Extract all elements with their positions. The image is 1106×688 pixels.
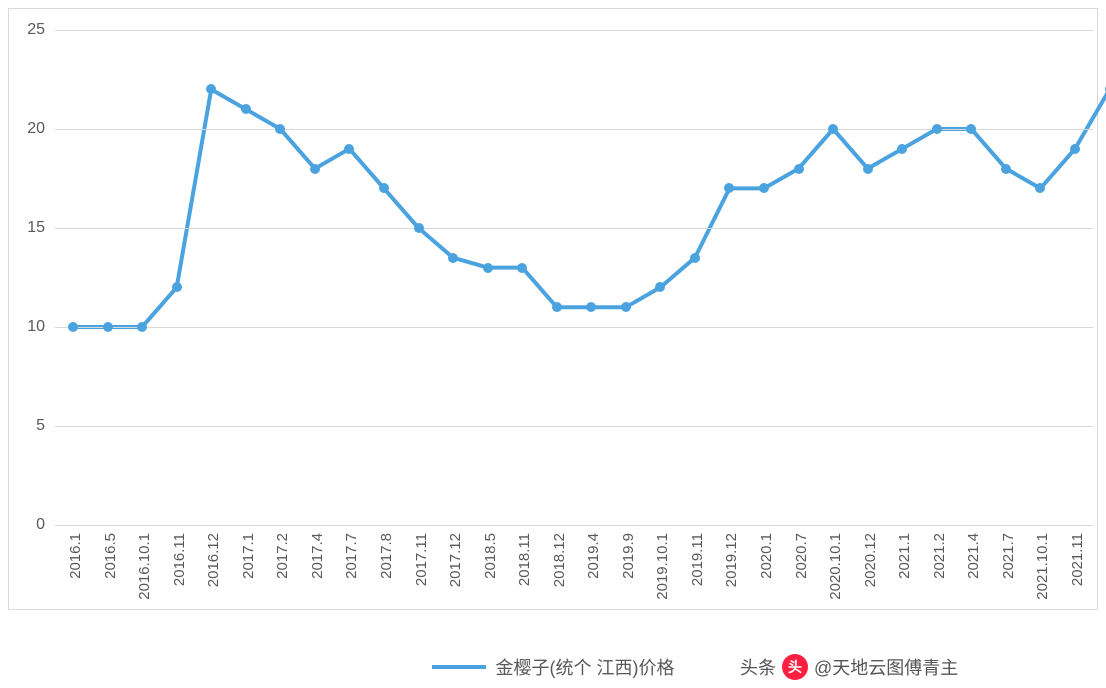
- x-tick-label: 2017.8: [378, 533, 395, 579]
- x-tick-label: 2019.12: [723, 533, 740, 587]
- data-marker: [586, 302, 596, 312]
- data-marker: [448, 253, 458, 263]
- data-marker: [241, 104, 251, 114]
- gridline: [55, 426, 1093, 427]
- x-tick-label: 2017.11: [413, 533, 430, 586]
- chart-container: 0 5 10 15 20 25 2016.1 2016.5 2016.10.1 2016.11 20…: [0, 0, 1106, 688]
- x-tick-label: 2017.1: [240, 533, 257, 579]
- data-marker: [966, 124, 976, 134]
- gridline: [55, 30, 1093, 31]
- data-marker: [690, 253, 700, 263]
- y-tick-label: 25: [27, 21, 55, 39]
- data-marker: [103, 322, 113, 332]
- x-tick-label: 2016.1: [67, 533, 84, 579]
- line-series: [55, 30, 1093, 525]
- x-tick-label: 2020.7: [793, 533, 810, 579]
- x-tick-label: 2017.7: [343, 533, 360, 579]
- x-tick-label: 2016.12: [205, 533, 222, 587]
- y-tick-label: 15: [27, 219, 55, 237]
- data-marker: [932, 124, 942, 134]
- data-marker: [310, 164, 320, 174]
- x-tick-label: 2021.4: [965, 533, 982, 579]
- data-marker: [621, 302, 631, 312]
- x-tick-label: 2019.10.1: [654, 533, 671, 600]
- data-marker: [344, 144, 354, 154]
- x-tick-label: 2018.12: [551, 533, 568, 587]
- data-marker: [863, 164, 873, 174]
- x-tick-label: 2016.5: [102, 533, 119, 579]
- series-line: [73, 89, 1106, 327]
- data-marker: [483, 263, 493, 273]
- data-marker: [759, 183, 769, 193]
- data-marker: [655, 282, 665, 292]
- gridline: [55, 228, 1093, 229]
- x-tick-label: 2021.2: [931, 533, 948, 579]
- data-marker: [828, 124, 838, 134]
- y-tick-label: 5: [36, 417, 55, 435]
- toutiao-icon: 头: [782, 654, 808, 680]
- x-tick-label: 2018.5: [482, 533, 499, 579]
- x-tick-label: 2019.11: [689, 533, 706, 586]
- data-marker: [1001, 164, 1011, 174]
- data-marker: [552, 302, 562, 312]
- x-tick-label: 2021.10.1: [1034, 533, 1051, 600]
- y-tick-label: 10: [27, 318, 55, 336]
- x-tick-label: 2021.7: [1000, 533, 1017, 579]
- gridline: [55, 525, 1093, 526]
- x-tick-label: 2017.4: [309, 533, 326, 579]
- data-marker: [206, 84, 216, 94]
- data-marker: [68, 322, 78, 332]
- watermark-prefix: 头条: [740, 654, 776, 680]
- data-marker: [172, 282, 182, 292]
- plot-area: 05101520252016.12016.52016.10.12016.1120…: [55, 30, 1093, 525]
- data-marker: [897, 144, 907, 154]
- x-tick-label: 2019.4: [585, 533, 602, 579]
- legend-label: 金樱子(统个 江西)价格: [496, 654, 675, 680]
- y-tick-label: 0: [36, 516, 55, 534]
- data-marker: [137, 322, 147, 332]
- x-tick-label: 2018.11: [516, 533, 533, 586]
- x-tick-label: 2019.9: [620, 533, 637, 579]
- watermark: 头条 头 @天地云图傅青主: [740, 654, 958, 680]
- data-marker: [275, 124, 285, 134]
- data-marker: [724, 183, 734, 193]
- x-tick-label: 2021.1: [896, 533, 913, 579]
- legend-swatch: [432, 665, 486, 669]
- x-tick-label: 2017.12: [447, 533, 464, 587]
- watermark-text: @天地云图傅青主: [814, 654, 958, 680]
- data-marker: [414, 223, 424, 233]
- data-marker: [1070, 144, 1080, 154]
- x-tick-label: 2020.1: [758, 533, 775, 579]
- x-tick-label: 2020.12: [862, 533, 879, 587]
- data-marker: [517, 263, 527, 273]
- x-tick-label: 2021.11: [1069, 533, 1086, 586]
- data-marker: [1035, 183, 1045, 193]
- x-tick-label: 2020.10.1: [827, 533, 844, 600]
- data-marker: [379, 183, 389, 193]
- y-tick-label: 20: [27, 120, 55, 138]
- data-marker: [794, 164, 804, 174]
- x-tick-label: 2017.2: [274, 533, 291, 579]
- x-tick-label: 2016.10.1: [136, 533, 153, 600]
- x-tick-label: 2016.11: [171, 533, 188, 586]
- gridline: [55, 327, 1093, 328]
